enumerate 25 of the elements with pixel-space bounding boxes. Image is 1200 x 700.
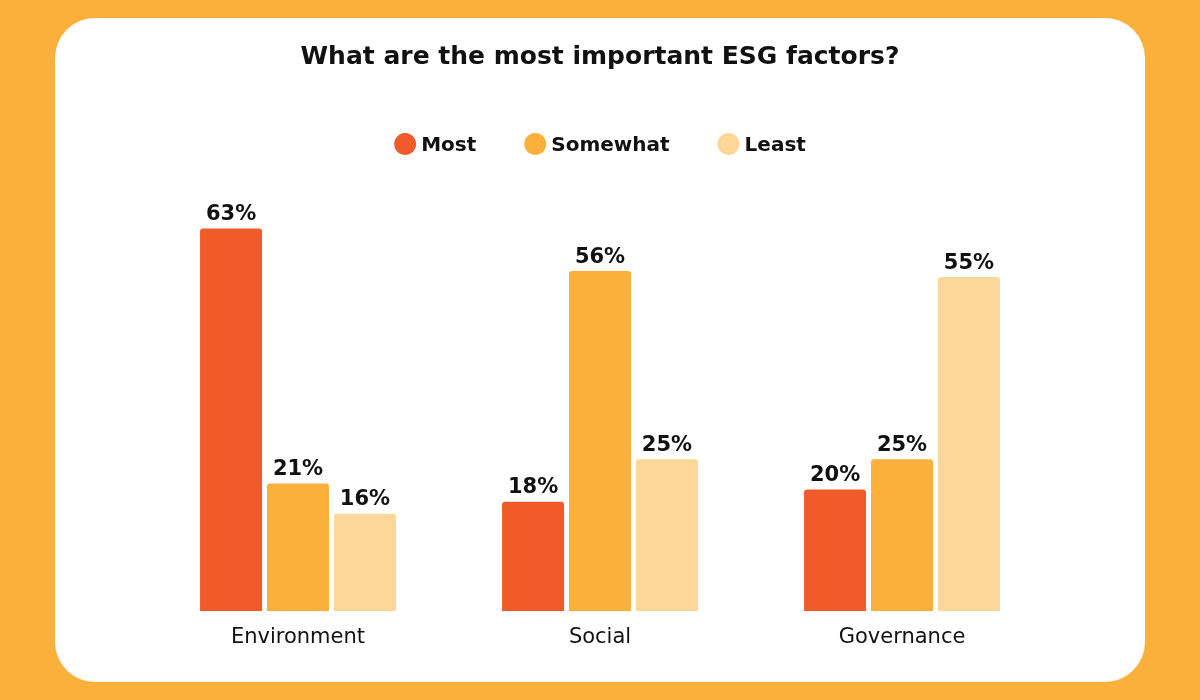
bar	[200, 228, 263, 611]
bar	[937, 277, 1000, 611]
data-label: 25%	[641, 431, 693, 456]
x-tick-label: Social	[568, 623, 632, 648]
bar	[871, 459, 933, 611]
data-label: 55%	[943, 249, 995, 274]
data-label: 20%	[809, 462, 861, 487]
chart-title: What are the most important ESG factors?	[300, 41, 900, 70]
legend-label: Least	[744, 132, 807, 156]
bar	[502, 501, 565, 611]
bar	[333, 513, 396, 611]
data-label: 21%	[272, 456, 324, 480]
x-tick-label: Governance	[838, 623, 966, 648]
data-label: 16%	[339, 486, 391, 511]
data-label: 63%	[205, 201, 257, 225]
data-label: 25%	[876, 431, 928, 456]
bar	[569, 271, 631, 611]
bar	[635, 459, 698, 611]
data-label: 56%	[574, 243, 626, 268]
bar	[267, 483, 329, 611]
bar	[804, 489, 867, 611]
legend-label: Somewhat	[551, 132, 671, 156]
data-label: 18%	[507, 474, 559, 499]
x-tick-label: Environment	[230, 623, 366, 648]
legend-label: Most	[421, 132, 477, 156]
